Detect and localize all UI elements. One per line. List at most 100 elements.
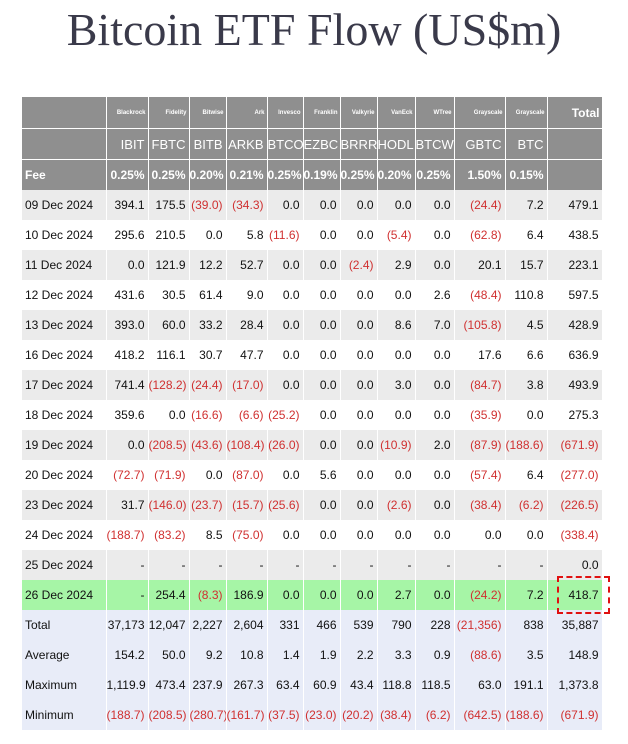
summary-label: Total (22, 610, 107, 640)
row-total: 493.9 (547, 370, 603, 400)
flow-cell: 28.4 (226, 310, 268, 340)
summary-cell: 790 (377, 610, 416, 640)
flow-cell: (128.2) (148, 370, 190, 400)
flow-cell: 0.0 (340, 190, 378, 220)
flow-cell: (2.4) (340, 250, 378, 280)
table-row: 16 Dec 2024 418.2 116.1 30.7 47.7 0.0 0.0 0.0 0.… (22, 340, 603, 370)
flow-cell: 6.4 (505, 220, 548, 250)
summary-cell: 2,227 (189, 610, 227, 640)
table-row: 17 Dec 2024 741.4 (128.2) (24.4) (17.0) 0.0 0.… (22, 370, 603, 400)
row-date: 18 Dec 2024 (22, 400, 107, 430)
fee-cell: 0.20% (377, 159, 416, 190)
flow-cell: 5.8 (226, 220, 268, 250)
issuer-header: Franklin (303, 97, 341, 129)
summary-cell: 3.5 (505, 640, 548, 670)
flow-cell: 0.0 (340, 580, 378, 610)
summary-cell: 43.4 (340, 670, 378, 700)
table-row: 19 Dec 2024 0.0 (208.5) (43.6) (108.4) (26.0)… (22, 430, 603, 460)
flow-cell: 0.0 (303, 370, 341, 400)
flow-cell: 0.0 (377, 520, 416, 550)
summary-cell: 267.3 (226, 670, 268, 700)
row-total: 479.1 (547, 190, 603, 220)
flow-cell: (83.2) (148, 520, 190, 550)
summary-cell: 1.9 (303, 640, 341, 670)
row-date: 25 Dec 2024 (22, 550, 107, 580)
flow-cell: 110.8 (505, 280, 548, 310)
summary-cell: 2.2 (340, 640, 378, 670)
flow-cell: 0.0 (415, 220, 455, 250)
flow-cell: 0.0 (303, 580, 341, 610)
row-total: 0.0 (547, 550, 603, 580)
flow-cell: 0.0 (415, 460, 455, 490)
summary-cell: (23.0) (303, 700, 341, 730)
issuer-header-row: Blackrock Fidelity Bitwise Ark Invesco Frankl… (22, 97, 603, 129)
flow-cell: 0.0 (340, 370, 378, 400)
flow-cell: (10.9) (377, 430, 416, 460)
flow-cell: 0.0 (267, 460, 304, 490)
flow-cell: 0.0 (303, 220, 341, 250)
flow-cell: 0.0 (106, 250, 149, 280)
fee-row: Fee 0.25% 0.25% 0.20% 0.21% 0.25% 0.19% 0.25% 0.… (22, 159, 603, 190)
summary-cell: 60.9 (303, 670, 341, 700)
flow-cell: 175.5 (148, 190, 190, 220)
summary-cell: 12,047 (148, 610, 190, 640)
flow-cell: 0.0 (340, 490, 378, 520)
flow-cell: (39.0) (189, 190, 227, 220)
flow-cell: 254.4 (148, 580, 190, 610)
flow-cell: 30.7 (189, 340, 227, 370)
row-total: (338.4) (547, 520, 603, 550)
summary-cell: 118.5 (415, 670, 455, 700)
flow-cell: (26.0) (267, 430, 304, 460)
flow-cell: 0.0 (415, 400, 455, 430)
flow-cell: 431.6 (106, 280, 149, 310)
issuer-header: WTree (415, 97, 455, 129)
row-date: 23 Dec 2024 (22, 490, 107, 520)
flow-cell: - (189, 550, 227, 580)
flow-cell: 4.5 (505, 310, 548, 340)
table-row: 20 Dec 2024 (72.7) (71.9) 0.0 (87.0) 0.0 5.6 0.… (22, 460, 603, 490)
flow-cell: - (377, 550, 416, 580)
ticker-header: BTCO (267, 128, 304, 160)
flow-cell: 0.0 (377, 400, 416, 430)
ticker-header: BRRR (340, 128, 378, 160)
flow-cell: (105.8) (454, 310, 506, 340)
flow-cell: (146.0) (148, 490, 190, 520)
flow-cell: 0.0 (267, 370, 304, 400)
flow-cell: - (340, 550, 378, 580)
flow-cell: (57.4) (454, 460, 506, 490)
fee-cell: 0.20% (189, 159, 227, 190)
summary-cell: 0.9 (415, 640, 455, 670)
flow-cell: 394.1 (106, 190, 149, 220)
flow-cell: 60.0 (148, 310, 190, 340)
flow-cell: (24.4) (454, 190, 506, 220)
flow-cell: 116.1 (148, 340, 190, 370)
summary-cell: 50.0 (148, 640, 190, 670)
summary-cell: 539 (340, 610, 378, 640)
flow-cell: - (106, 550, 149, 580)
summary-cell: 37,173 (106, 610, 149, 640)
summary-cell: 1.4 (267, 640, 304, 670)
flow-cell: 0.0 (415, 370, 455, 400)
flow-cell: 0.0 (415, 250, 455, 280)
table-row: 24 Dec 2024 (188.7) (83.2) 8.5 (75.0) 0.0 0.0 0… (22, 520, 603, 550)
etf-flow-table: Blackrock Fidelity Bitwise Ark Invesco Frankl… (22, 97, 603, 730)
flow-cell: (24.4) (189, 370, 227, 400)
flow-cell: - (415, 550, 455, 580)
flow-cell: (188.6) (505, 430, 548, 460)
summary-cell: (88.6) (454, 640, 506, 670)
row-total: 597.5 (547, 280, 603, 310)
flow-cell: (38.4) (454, 490, 506, 520)
summary-label: Minimum (22, 700, 107, 730)
summary-row: Total 37,173 12,047 2,227 2,604 331 466 539 790 2… (22, 610, 603, 640)
flow-cell: 7.0 (415, 310, 455, 340)
table-row: 11 Dec 2024 0.0 121.9 12.2 52.7 0.0 0.0 (2.4) 2.… (22, 250, 603, 280)
issuer-header: Blackrock (106, 97, 149, 129)
fee-cell: 0.25% (267, 159, 304, 190)
ticker-header: HODL (377, 128, 416, 160)
highlight-box (557, 576, 610, 614)
flow-cell: 47.7 (226, 340, 268, 370)
page-title: Bitcoin ETF Flow (US$m) (66, 4, 562, 55)
fee-label: Fee (22, 159, 107, 190)
summary-cell: 473.4 (148, 670, 190, 700)
summary-cell: 228 (415, 610, 455, 640)
